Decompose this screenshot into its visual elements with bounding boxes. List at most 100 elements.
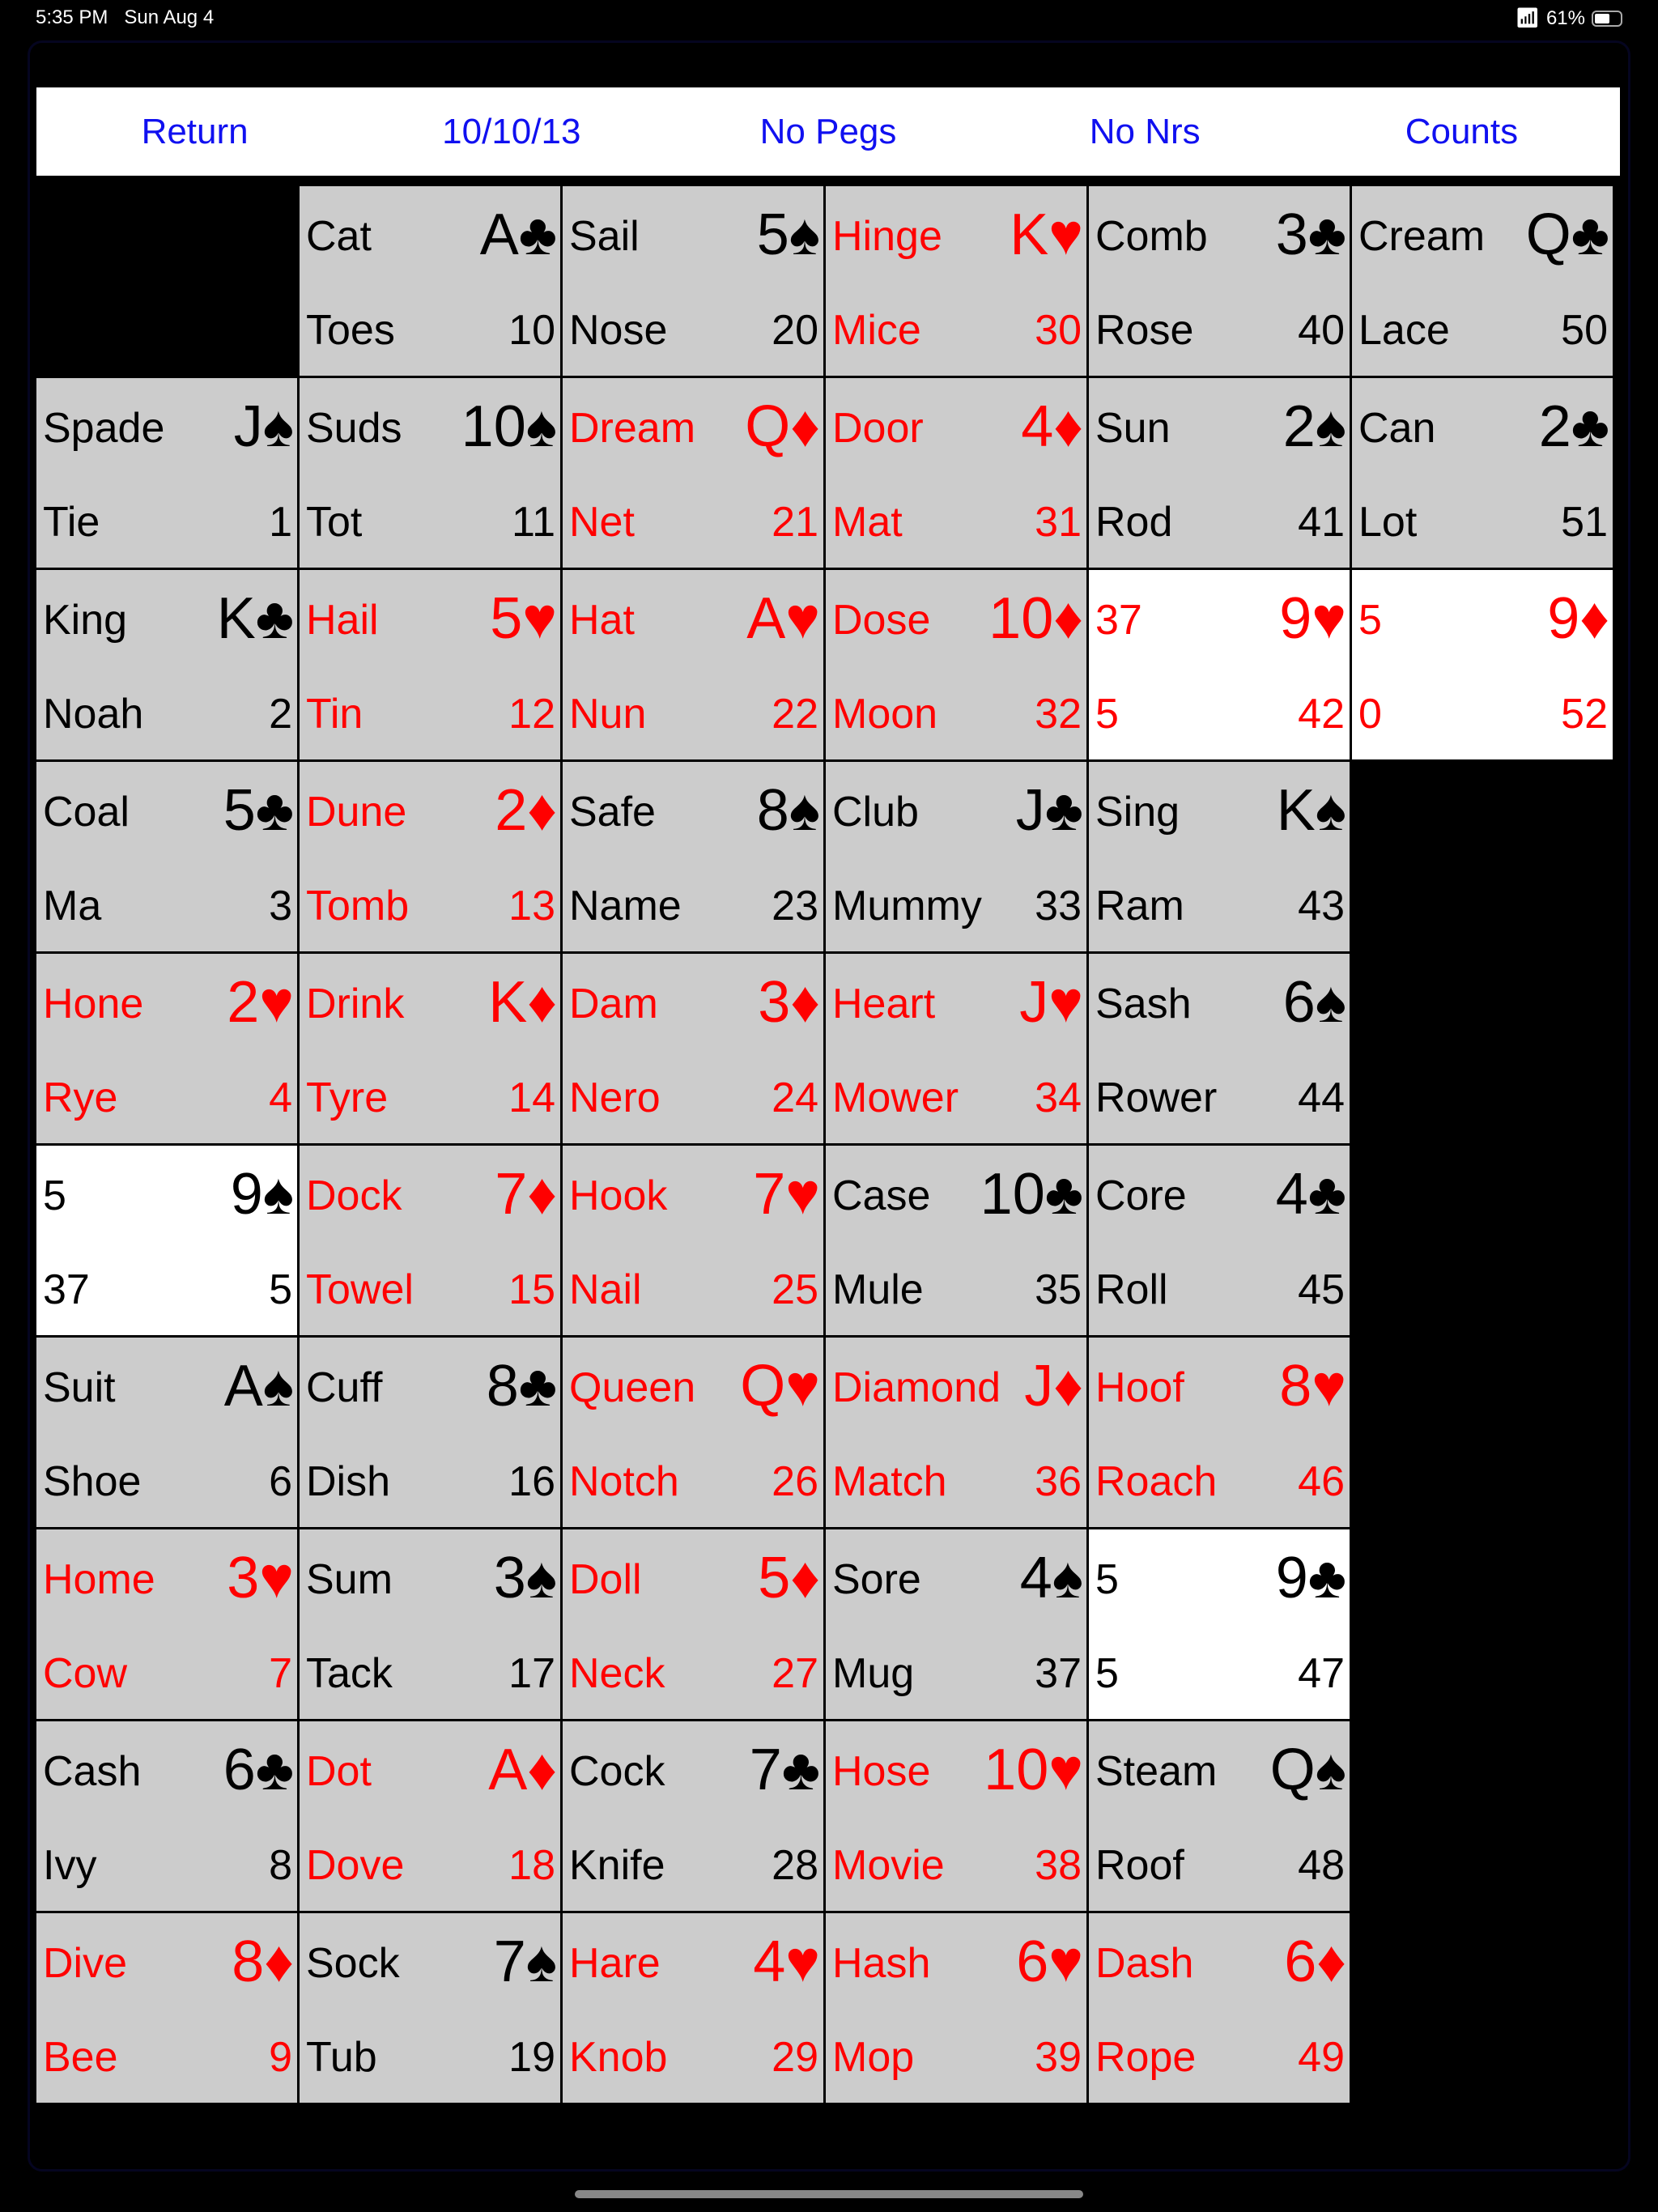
card-cell[interactable]: 5 9♠ 37 5 bbox=[36, 1146, 297, 1335]
word-bottom: Tie bbox=[43, 499, 100, 546]
card-rank: Q♥ bbox=[740, 1354, 820, 1419]
card-cell[interactable]: Can 2♣ Lot 51 bbox=[1352, 378, 1613, 568]
card-cell[interactable]: Queen Q♥ Notch 26 bbox=[563, 1338, 823, 1527]
card-cell[interactable]: Coal 5♣ Ma 3 bbox=[36, 762, 297, 951]
card-cell[interactable]: 37 9♥ 5 42 bbox=[1089, 570, 1350, 759]
card-cell[interactable]: Sum 3♠ Tack 17 bbox=[300, 1529, 560, 1719]
card-cell[interactable]: Hone 2♥ Rye 4 bbox=[36, 954, 297, 1143]
card-number: 48 bbox=[1298, 1842, 1345, 1889]
card-number: 37 bbox=[1035, 1650, 1082, 1697]
word-top: Queen bbox=[569, 1364, 696, 1411]
card-cell[interactable]: Safe 8♠ Name 23 bbox=[563, 762, 823, 951]
word-top: Dream bbox=[569, 405, 696, 452]
card-cell[interactable]: Sing K♠ Ram 43 bbox=[1089, 762, 1350, 951]
card-cell[interactable]: Cash 6♣ Ivy 8 bbox=[36, 1721, 297, 1911]
card-rank: Q♣ bbox=[1525, 202, 1609, 267]
card-number: 33 bbox=[1035, 883, 1082, 929]
card-cell[interactable]: Sail 5♠ Nose 20 bbox=[563, 186, 823, 376]
card-cell[interactable]: Case 10♣ Mule 35 bbox=[826, 1146, 1086, 1335]
card-cell[interactable]: Cream Q♣ Lace 50 bbox=[1352, 186, 1613, 376]
card-number: 42 bbox=[1298, 691, 1345, 738]
card-cell[interactable]: Comb 3♣ Rose 40 bbox=[1089, 186, 1350, 376]
card-rank: 8♥ bbox=[1279, 1354, 1346, 1419]
no-pegs-button[interactable]: No Pegs bbox=[759, 111, 897, 151]
card-cell[interactable]: Hoof 8♥ Roach 46 bbox=[1089, 1338, 1350, 1527]
card-cell[interactable]: Suit A♠ Shoe 6 bbox=[36, 1338, 297, 1527]
date-button[interactable]: 10/10/13 bbox=[442, 111, 581, 151]
word-top: King bbox=[43, 597, 128, 644]
card-cell[interactable]: 5 9♦ 0 52 bbox=[1352, 570, 1613, 759]
no-nrs-button[interactable]: No Nrs bbox=[1089, 111, 1201, 151]
card-cell[interactable]: Cock 7♣ Knife 28 bbox=[563, 1721, 823, 1911]
card-cell[interactable]: Dune 2♦ Tomb 13 bbox=[300, 762, 560, 951]
card-rank: 3♥ bbox=[227, 1546, 294, 1610]
card-cell[interactable]: Hail 5♥ Tin 12 bbox=[300, 570, 560, 759]
word-bottom: Roll bbox=[1095, 1266, 1168, 1313]
card-cell[interactable]: Hash 6♥ Mop 39 bbox=[826, 1913, 1086, 2103]
card-cell[interactable]: Suds 10♠ Tot 11 bbox=[300, 378, 560, 568]
word-top: 5 bbox=[43, 1172, 66, 1219]
empty-cell bbox=[1352, 762, 1613, 951]
word-top: Hose bbox=[832, 1748, 931, 1795]
card-cell[interactable]: Doll 5♦ Neck 27 bbox=[563, 1529, 823, 1719]
card-number: 11 bbox=[512, 499, 555, 546]
card-cell[interactable]: Heart J♥ Mower 34 bbox=[826, 954, 1086, 1143]
word-bottom: Dove bbox=[306, 1842, 405, 1889]
card-cell[interactable]: Door 4♦ Mat 31 bbox=[826, 378, 1086, 568]
word-bottom: Noah bbox=[43, 691, 144, 738]
word-top: Steam bbox=[1095, 1748, 1218, 1795]
card-cell[interactable]: Hose 10♥ Movie 38 bbox=[826, 1721, 1086, 1911]
word-bottom: Toes bbox=[306, 307, 395, 354]
card-cell[interactable]: Hare 4♥ Knob 29 bbox=[563, 1913, 823, 2103]
card-cell[interactable]: Dose 10♦ Moon 32 bbox=[826, 570, 1086, 759]
card-cell[interactable]: Cat A♣ Toes 10 bbox=[300, 186, 560, 376]
card-rank: 8♦ bbox=[232, 1929, 294, 1994]
card-cell[interactable]: Dock 7♦ Towel 15 bbox=[300, 1146, 560, 1335]
word-top: Heart bbox=[832, 981, 936, 1027]
card-cell[interactable]: Hook 7♥ Nail 25 bbox=[563, 1146, 823, 1335]
empty-cell bbox=[36, 186, 297, 376]
word-bottom: Rope bbox=[1095, 2034, 1197, 2081]
empty-cell bbox=[1352, 1529, 1613, 1719]
card-cell[interactable]: Dot A♦ Dove 18 bbox=[300, 1721, 560, 1911]
card-rank: A♥ bbox=[746, 586, 820, 651]
card-cell[interactable]: Drink K♦ Tyre 14 bbox=[300, 954, 560, 1143]
card-cell[interactable]: Core 4♣ Roll 45 bbox=[1089, 1146, 1350, 1335]
card-cell[interactable]: Dam 3♦ Nero 24 bbox=[563, 954, 823, 1143]
card-rank: K♠ bbox=[1276, 778, 1346, 843]
card-cell[interactable]: Dash 6♦ Rope 49 bbox=[1089, 1913, 1350, 2103]
card-number: 43 bbox=[1298, 883, 1345, 929]
card-cell[interactable]: Hinge K♥ Mice 30 bbox=[826, 186, 1086, 376]
card-cell[interactable]: Club J♣ Mummy 33 bbox=[826, 762, 1086, 951]
card-cell[interactable]: Sock 7♠ Tub 19 bbox=[300, 1913, 560, 2103]
counts-button[interactable]: Counts bbox=[1405, 111, 1519, 151]
card-cell[interactable]: Cuff 8♣ Dish 16 bbox=[300, 1338, 560, 1527]
word-top: Diamond bbox=[832, 1364, 1001, 1411]
card-cell[interactable]: King K♣ Noah 2 bbox=[36, 570, 297, 759]
card-number: 26 bbox=[772, 1458, 818, 1505]
card-cell[interactable]: Diamond J♦ Match 36 bbox=[826, 1338, 1086, 1527]
card-cell[interactable]: Dive 8♦ Bee 9 bbox=[36, 1913, 297, 2103]
return-button[interactable]: Return bbox=[141, 111, 249, 151]
card-number: 46 bbox=[1298, 1458, 1345, 1505]
card-rank: 4♠ bbox=[1019, 1546, 1083, 1610]
word-top: Dock bbox=[306, 1172, 402, 1219]
card-cell[interactable]: Sun 2♠ Rod 41 bbox=[1089, 378, 1350, 568]
card-rank: 7♦ bbox=[495, 1162, 557, 1227]
word-top: Case bbox=[832, 1172, 931, 1219]
home-indicator[interactable] bbox=[575, 2190, 1083, 2198]
card-cell[interactable]: Steam Q♠ Roof 48 bbox=[1089, 1721, 1350, 1911]
card-cell[interactable]: Dream Q♦ Net 21 bbox=[563, 378, 823, 568]
card-cell[interactable]: Home 3♥ Cow 7 bbox=[36, 1529, 297, 1719]
card-rank: 4♣ bbox=[1275, 1162, 1346, 1227]
card-rank: 2♣ bbox=[1538, 394, 1609, 459]
status-time: 5:35 PM Sun Aug 4 bbox=[36, 6, 215, 28]
card-cell[interactable]: Hat A♥ Nun 22 bbox=[563, 570, 823, 759]
card-cell[interactable]: Spade J♠ Tie 1 bbox=[36, 378, 297, 568]
empty-cell bbox=[1352, 1913, 1613, 2103]
card-cell[interactable]: Sore 4♠ Mug 37 bbox=[826, 1529, 1086, 1719]
word-bottom: Mug bbox=[832, 1650, 915, 1697]
card-number: 14 bbox=[508, 1074, 555, 1121]
card-cell[interactable]: Sash 6♠ Rower 44 bbox=[1089, 954, 1350, 1143]
card-cell[interactable]: 5 9♣ 5 47 bbox=[1089, 1529, 1350, 1719]
